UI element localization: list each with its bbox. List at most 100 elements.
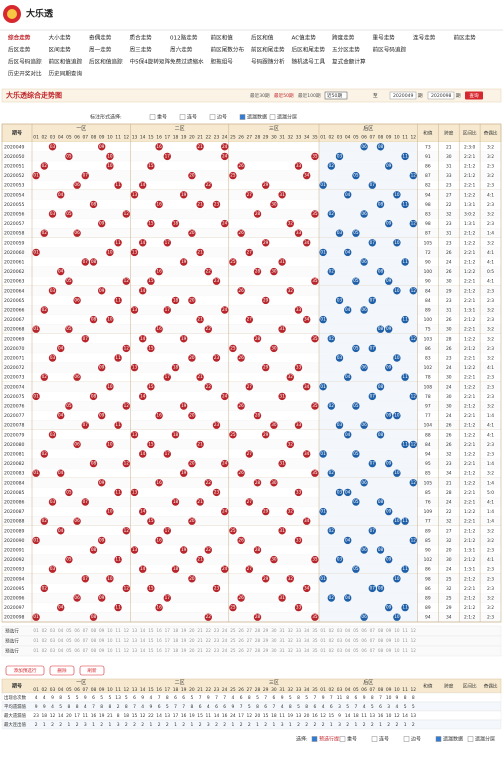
select[interactable] [324, 91, 348, 100]
preselect-number[interactable]: 11 [115, 648, 121, 653]
checkbox[interactable] [403, 736, 410, 742]
nav-link[interactable]: 后区和值 [251, 34, 274, 42]
preselect-number[interactable]: 01 [33, 628, 39, 633]
nav-link[interactable]: 前区号码追踪 [373, 46, 407, 54]
nav-link[interactable]: 区间走势 [49, 46, 72, 54]
nav-link[interactable]: 中5保4旋转矩阵 [130, 58, 171, 66]
preselect-number[interactable]: 08 [378, 648, 384, 653]
preselect-number[interactable]: 27 [247, 638, 253, 643]
preselect-number[interactable]: 27 [247, 648, 253, 653]
preselect-number[interactable]: 28 [255, 628, 261, 633]
preselect-number[interactable]: 04 [58, 638, 64, 643]
preselect-number[interactable]: 04 [345, 648, 351, 653]
preselect-number[interactable]: 11 [115, 628, 121, 633]
preselect-number[interactable]: 29 [263, 638, 269, 643]
nav-link[interactable]: 质合走势 [130, 34, 153, 42]
nav-link[interactable]: 012路走势 [170, 34, 198, 42]
button[interactable] [5, 665, 45, 676]
preselect-number[interactable]: 34 [304, 628, 310, 633]
checkbox[interactable] [467, 736, 474, 742]
nav-link[interactable]: 后区走势 [8, 46, 31, 54]
preselect-number[interactable]: 22 [206, 648, 212, 653]
preselect-number[interactable]: 23 [214, 628, 220, 633]
preselect-number[interactable]: 06 [361, 628, 367, 633]
checkbox[interactable] [149, 114, 156, 120]
recent-link[interactable]: 最近50期 [274, 92, 294, 99]
nav-link[interactable]: 前区和尾走势 [251, 46, 285, 54]
preselect-number[interactable]: 06 [74, 648, 80, 653]
preselect-number[interactable]: 28 [255, 648, 261, 653]
nav-link[interactable]: 复式金额计算 [332, 58, 366, 66]
checkbox[interactable] [311, 736, 318, 742]
preselect-number[interactable]: 18 [173, 638, 179, 643]
preselect-number[interactable]: 18 [173, 648, 179, 653]
preselect-number[interactable]: 24 [222, 628, 228, 633]
preselect-number[interactable]: 19 [181, 628, 187, 633]
preselect-number[interactable]: 03 [50, 638, 56, 643]
preselect-number[interactable]: 09 [99, 628, 105, 633]
preselect-number[interactable]: 10 [107, 638, 113, 643]
preselect-number[interactable]: 09 [386, 648, 392, 653]
preselect-number[interactable]: 03 [50, 648, 56, 653]
nav-link[interactable]: 胆拖组号 [211, 58, 234, 66]
preselect-number[interactable]: 35 [312, 638, 318, 643]
preselect-number[interactable]: 01 [320, 638, 326, 643]
preselect-number[interactable]: 20 [189, 628, 195, 633]
preselect-number[interactable]: 07 [370, 638, 376, 643]
nav-link[interactable]: 前区和值追踪 [49, 58, 83, 66]
preselect-number[interactable]: 09 [99, 638, 105, 643]
preselect-number[interactable]: 15 [148, 638, 154, 643]
nav-link[interactable]: 重号走势 [373, 34, 396, 42]
preselect-number[interactable]: 08 [378, 628, 384, 633]
preselect-number[interactable]: 22 [206, 638, 212, 643]
preselect-number[interactable]: 01 [33, 638, 39, 643]
preselect-number[interactable]: 17 [165, 648, 171, 653]
nav-link[interactable]: 前区和值 [211, 34, 234, 42]
nav-link[interactable]: 综合走势 [8, 34, 31, 42]
nav-link[interactable]: 大小走势 [49, 34, 72, 42]
nav-link[interactable]: 后区和尾走势 [292, 46, 326, 54]
preselect-number[interactable]: 04 [345, 638, 351, 643]
preselect-number[interactable]: 02 [329, 628, 335, 633]
preselect-number[interactable]: 13 [132, 628, 138, 633]
checkbox[interactable] [371, 736, 378, 742]
preselect-number[interactable]: 09 [99, 648, 105, 653]
nav-link[interactable]: 奇偶走势 [89, 34, 112, 42]
nav-link[interactable]: 周一走势 [89, 46, 112, 54]
preselect-number[interactable]: 06 [74, 638, 80, 643]
nav-link[interactable]: 免费过滤缩水 [170, 58, 204, 66]
preselect-number[interactable]: 24 [222, 638, 228, 643]
preselect-number[interactable]: 02 [42, 638, 48, 643]
nav-link[interactable]: 后区号码追踪 [8, 58, 42, 66]
preselect-number[interactable]: 05 [66, 628, 72, 633]
preselect-number[interactable]: 02 [42, 628, 48, 633]
preselect-number[interactable]: 01 [320, 628, 326, 633]
preselect-number[interactable]: 28 [255, 638, 261, 643]
preselect-number[interactable]: 19 [181, 638, 187, 643]
preselect-number[interactable]: 25 [230, 638, 236, 643]
preselect-number[interactable]: 35 [312, 648, 318, 653]
preselect-number[interactable]: 18 [173, 628, 179, 633]
preselect-number[interactable]: 04 [58, 628, 64, 633]
preselect-number[interactable]: 30 [271, 628, 277, 633]
preselect-number[interactable]: 15 [148, 648, 154, 653]
preselect-number[interactable]: 09 [386, 638, 392, 643]
checkbox[interactable] [209, 114, 216, 120]
preselect-number[interactable]: 33 [296, 638, 302, 643]
input-from[interactable] [389, 91, 417, 100]
preselect-number[interactable]: 01 [33, 648, 39, 653]
preselect-number[interactable]: 14 [140, 648, 146, 653]
preselect-number[interactable]: 10 [394, 638, 400, 643]
preselect-number[interactable]: 17 [165, 638, 171, 643]
preselect-number[interactable]: 06 [361, 638, 367, 643]
preselect-number[interactable]: 13 [132, 638, 138, 643]
checkbox[interactable] [239, 114, 246, 120]
nav-link[interactable]: 跨度走势 [332, 34, 355, 42]
preselect-number[interactable]: 11 [402, 648, 408, 653]
preselect-number[interactable]: 06 [74, 628, 80, 633]
preselect-number[interactable]: 08 [91, 628, 97, 633]
preselect-number[interactable]: 23 [214, 638, 220, 643]
preselect-number[interactable]: 31 [279, 628, 285, 633]
preselect-number[interactable]: 34 [304, 648, 310, 653]
preselect-number[interactable]: 25 [230, 628, 236, 633]
